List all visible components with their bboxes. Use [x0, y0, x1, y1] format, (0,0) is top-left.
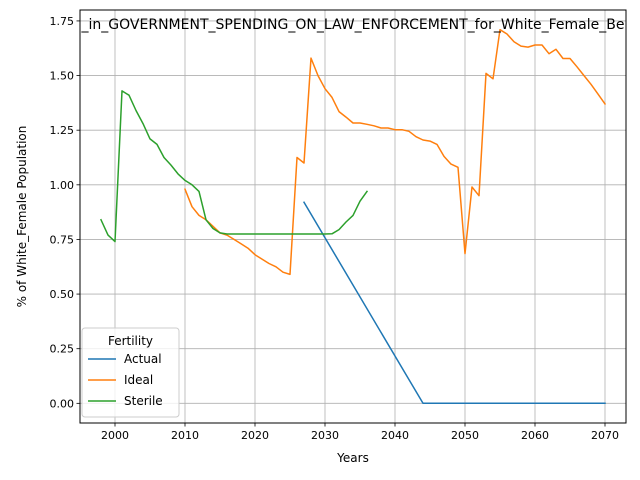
x-tick-label: 2040 — [381, 429, 409, 442]
legend-box — [81, 327, 180, 418]
legend-label-sterile: Sterile — [124, 394, 163, 408]
legend-label-ideal: Ideal — [124, 373, 153, 387]
legend-entries: Actual Ideal Sterile — [88, 352, 163, 408]
y-axis: 0.00 0.25 0.50 0.75 1.00 1.25 1.50 1.75 — [50, 15, 80, 410]
series-line-sterile — [100, 90, 369, 243]
y-axis-label: % of White_Female Population — [15, 126, 29, 308]
y-tick-label: 0.00 — [50, 397, 75, 410]
legend-label-actual: Actual — [124, 352, 162, 366]
series-lines — [100, 28, 607, 405]
x-axis: 2000 2010 2020 2030 2040 2050 2060 2070 — [101, 423, 619, 442]
chart-title: _in_GOVERNMENT_SPENDING_ON_LAW_ENFORCEME… — [81, 17, 625, 33]
y-tick-label: 1.75 — [50, 15, 75, 28]
y-tick-label: 0.75 — [50, 233, 75, 246]
legend: Fertility Actual Ideal Sterile — [81, 327, 180, 418]
x-tick-label: 2020 — [241, 429, 269, 442]
x-tick-label: 2050 — [451, 429, 479, 442]
plot-frame — [79, 9, 627, 424]
x-tick-label: 2010 — [171, 429, 199, 442]
series-line-ideal — [184, 28, 607, 276]
series-line-actual — [302, 201, 606, 405]
y-tick-label: 0.50 — [50, 288, 75, 301]
x-tick-label: 2060 — [521, 429, 549, 442]
x-axis-label: Years — [336, 451, 369, 465]
x-tick-label: 2030 — [311, 429, 339, 442]
y-tick-label: 1.00 — [50, 179, 75, 192]
y-tick-label: 1.50 — [50, 70, 75, 83]
legend-title: Fertility — [108, 334, 153, 348]
y-tick-label: 1.25 — [50, 124, 75, 137]
x-tick-label: 2070 — [591, 429, 619, 442]
y-tick-label: 0.25 — [50, 343, 75, 356]
x-tick-label: 2000 — [101, 429, 129, 442]
